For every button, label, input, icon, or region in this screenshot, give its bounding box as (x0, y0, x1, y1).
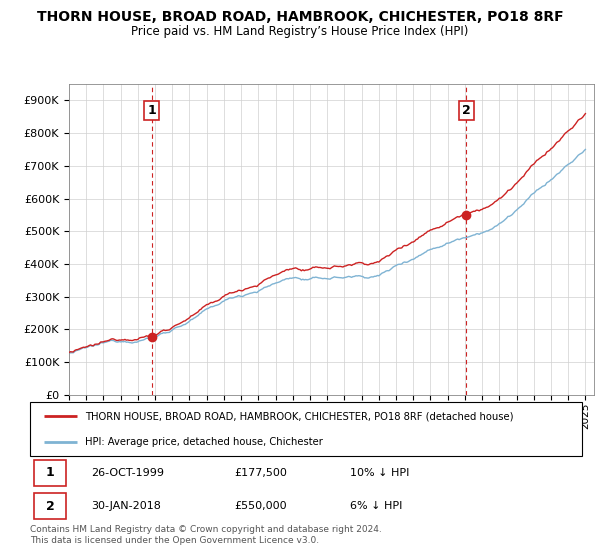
Text: 2: 2 (46, 500, 55, 513)
Text: £177,500: £177,500 (234, 468, 287, 478)
Text: £550,000: £550,000 (234, 501, 287, 511)
Text: THORN HOUSE, BROAD ROAD, HAMBROOK, CHICHESTER, PO18 8RF: THORN HOUSE, BROAD ROAD, HAMBROOK, CHICH… (37, 10, 563, 24)
Text: 10% ↓ HPI: 10% ↓ HPI (350, 468, 410, 478)
FancyBboxPatch shape (34, 460, 67, 486)
FancyBboxPatch shape (30, 402, 582, 456)
Text: 26-OCT-1999: 26-OCT-1999 (91, 468, 164, 478)
Text: 6% ↓ HPI: 6% ↓ HPI (350, 501, 403, 511)
Text: Contains HM Land Registry data © Crown copyright and database right 2024.
This d: Contains HM Land Registry data © Crown c… (30, 525, 382, 545)
Text: 1: 1 (148, 104, 157, 116)
Text: 1: 1 (46, 466, 55, 479)
Text: Price paid vs. HM Land Registry’s House Price Index (HPI): Price paid vs. HM Land Registry’s House … (131, 25, 469, 38)
Text: THORN HOUSE, BROAD ROAD, HAMBROOK, CHICHESTER, PO18 8RF (detached house): THORN HOUSE, BROAD ROAD, HAMBROOK, CHICH… (85, 412, 514, 421)
Text: 2: 2 (462, 104, 470, 116)
Text: HPI: Average price, detached house, Chichester: HPI: Average price, detached house, Chic… (85, 437, 323, 446)
FancyBboxPatch shape (34, 493, 67, 520)
Text: 30-JAN-2018: 30-JAN-2018 (91, 501, 161, 511)
